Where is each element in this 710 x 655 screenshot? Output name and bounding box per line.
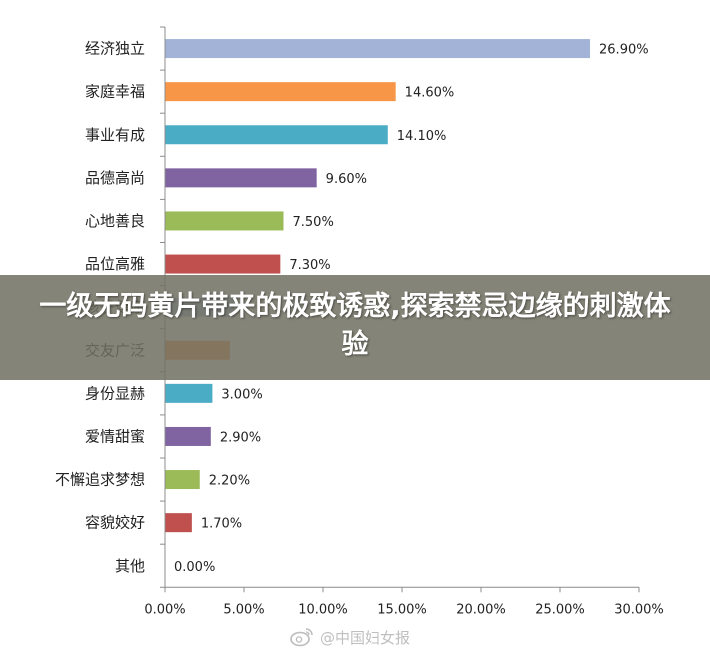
data-label: 14.60% <box>405 86 455 101</box>
x-tick-label: 5.00% <box>223 602 264 617</box>
bar-3 <box>165 168 317 188</box>
bar-11 <box>165 513 192 533</box>
bar-10 <box>165 470 200 490</box>
category-label: 爱情甜蜜 <box>85 427 145 445</box>
bar-0 <box>165 39 591 59</box>
category-label: 其他 <box>115 557 145 575</box>
bar-8 <box>165 383 213 403</box>
category-label: 不懈追求梦想 <box>55 471 145 489</box>
category-label: 事业有成 <box>85 126 145 144</box>
data-label: 26.90% <box>599 43 649 58</box>
overlay-title: 一级无码黄片带来的极致诱惑,探索禁忌边缘的刺激体验 <box>39 291 671 360</box>
bar-1 <box>165 82 396 102</box>
category-label: 心地善良 <box>85 212 145 230</box>
weibo-icon <box>290 628 313 647</box>
data-label: 7.30% <box>289 258 330 273</box>
value-labels: 26.90% 14.60% 14.10% 9.60% 7.50% 7.30% 3.00% 2.… <box>174 43 649 575</box>
data-label: 0.00% <box>174 560 215 575</box>
x-tick-label: 15.00% <box>377 602 427 617</box>
overlay-banner <box>0 275 710 380</box>
category-label: 家庭幸福 <box>85 83 145 101</box>
watermark-text: @中国妇女报 <box>320 628 411 647</box>
data-label: 9.60% <box>326 172 367 187</box>
bar-5 <box>165 254 281 274</box>
data-label: 3.00% <box>221 387 262 402</box>
category-label: 品德高尚 <box>85 169 145 187</box>
category-label: 经济独立 <box>85 40 145 58</box>
data-label: 1.70% <box>201 517 242 532</box>
x-tick-label: 20.00% <box>456 602 506 617</box>
category-label: 身份显赫 <box>85 384 145 402</box>
bar-9 <box>165 426 211 446</box>
x-tick-label: 25.00% <box>535 602 585 617</box>
category-label: 容貌姣好 <box>85 514 145 532</box>
x-tick-label: 0.00% <box>144 602 185 617</box>
watermark: @中国妇女报 <box>290 624 410 650</box>
bar-4 <box>165 211 284 231</box>
x-tick-label: 30.00% <box>614 602 664 617</box>
data-label: 14.10% <box>397 129 447 144</box>
category-label: 品位高雅 <box>85 255 145 273</box>
data-label: 2.20% <box>209 474 250 489</box>
data-label: 2.90% <box>220 430 261 445</box>
x-tick-label: 10.00% <box>298 602 348 617</box>
bar-2 <box>165 125 388 145</box>
data-label: 7.50% <box>293 215 334 230</box>
